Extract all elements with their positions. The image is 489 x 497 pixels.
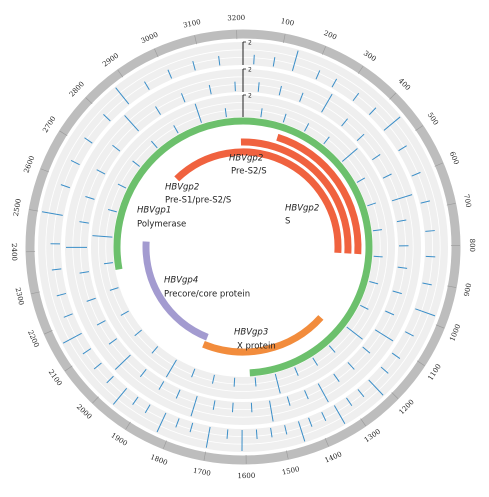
x-tick-label: 500 [426,111,440,127]
y-tick-label: 2 [248,40,252,47]
variant-tick [234,378,235,387]
y-tick-label: 2 [248,93,252,100]
x-tick-label: 2300 [14,287,26,306]
x-tick-label: 1100 [426,363,442,382]
gene-labels: HBVgp2 Pre-S1/pre-S2/S HBVgp2 Pre-S2/S H… [137,154,319,352]
x-tick-label: 200 [323,29,338,41]
x-tick-label: 2800 [68,80,86,98]
x-tick-label: 600 [448,150,461,165]
x-tick-label: 1700 [192,467,211,478]
x-tick-label: 1900 [109,431,128,447]
variant-tick [254,55,255,64]
x-tick-label: 100 [280,17,295,27]
y-tick-label: 2 [248,67,252,74]
x-tick-label: 2200 [26,329,40,349]
x-tick-label: 3100 [182,18,201,30]
x-tick-label: 2600 [22,155,36,175]
gene-label: Pre-S1/pre-S2/S [165,196,231,206]
x-tick-label: 300 [362,49,378,63]
x-tick-label: 400 [397,77,412,92]
gene-name: HBVgp2 [165,183,199,193]
x-tick-label: 1500 [281,465,300,477]
gene-label: X protein [237,342,276,352]
x-tick-label: 2900 [101,52,120,69]
variant-tick [251,403,252,412]
x-tick-label: 700 [462,194,473,209]
x-tick-label: 3000 [140,31,160,46]
x-tick-label: 2500 [12,198,23,217]
x-tick-label: 1000 [448,323,462,343]
gene-label: S [285,217,290,227]
gene-name: HBVgp2 [229,154,263,164]
x-tick-label: 1400 [324,450,344,464]
x-tick-label: 900 [463,283,473,298]
x-tick-label: 1200 [398,398,416,416]
x-tick-label: 3200 [227,14,245,23]
gene-name: HBVgp2 [285,204,319,214]
x-tick-label: 2000 [75,403,93,421]
variant-tick [256,430,257,439]
gene-name: HBVgp4 [164,276,198,286]
x-tick-label: 2100 [47,368,64,387]
x-tick-label: 1800 [149,453,169,467]
x-tick-label: 800 [468,239,476,252]
gene-name: HBVgp1 [137,206,171,216]
x-tick-label: 2700 [41,115,57,134]
gene-label: Precore/core protein [164,290,250,300]
gene-label: Polymerase [137,220,186,230]
gene-label: Pre-S2/S [231,167,267,177]
x-tick-label: 2400 [10,243,18,261]
variant-tick [374,256,383,257]
variant-tick [232,403,233,412]
gene-name: HBVgp3 [234,328,268,338]
x-tick-label: 1300 [363,428,382,445]
x-tick-label: 1600 [237,472,255,480]
